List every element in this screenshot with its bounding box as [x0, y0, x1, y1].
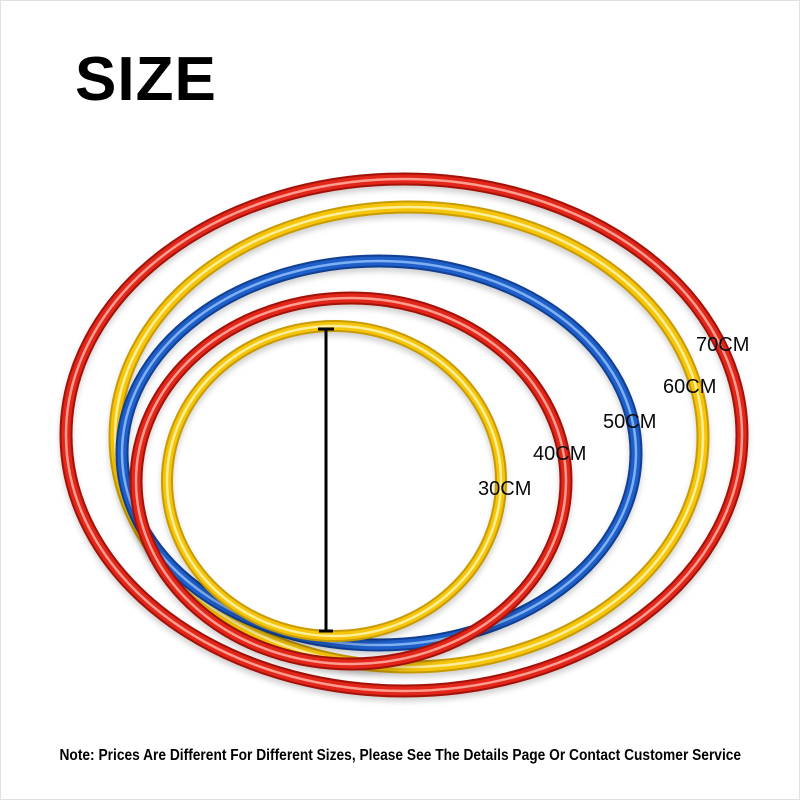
ring-60cm	[108, 200, 710, 674]
ring-40cm	[129, 291, 573, 671]
ring-50cm	[115, 254, 643, 652]
size-label-70cm: 70CM	[696, 334, 750, 356]
diameter-arrow-icon	[318, 327, 334, 633]
size-label-50cm: 50CM	[603, 411, 657, 433]
size-label-40cm: 40CM	[533, 443, 587, 465]
note-text: Note: Prices Are Different For Different…	[59, 747, 741, 764]
ring-30cm	[161, 320, 507, 642]
size-label-30cm: 30CM	[478, 478, 532, 500]
note-bar: Note: Prices Are Different For Different…	[1, 747, 799, 765]
size-label-60cm: 60CM	[663, 376, 717, 398]
ring-70cm	[59, 172, 749, 698]
size-title: SIZE	[75, 45, 217, 114]
